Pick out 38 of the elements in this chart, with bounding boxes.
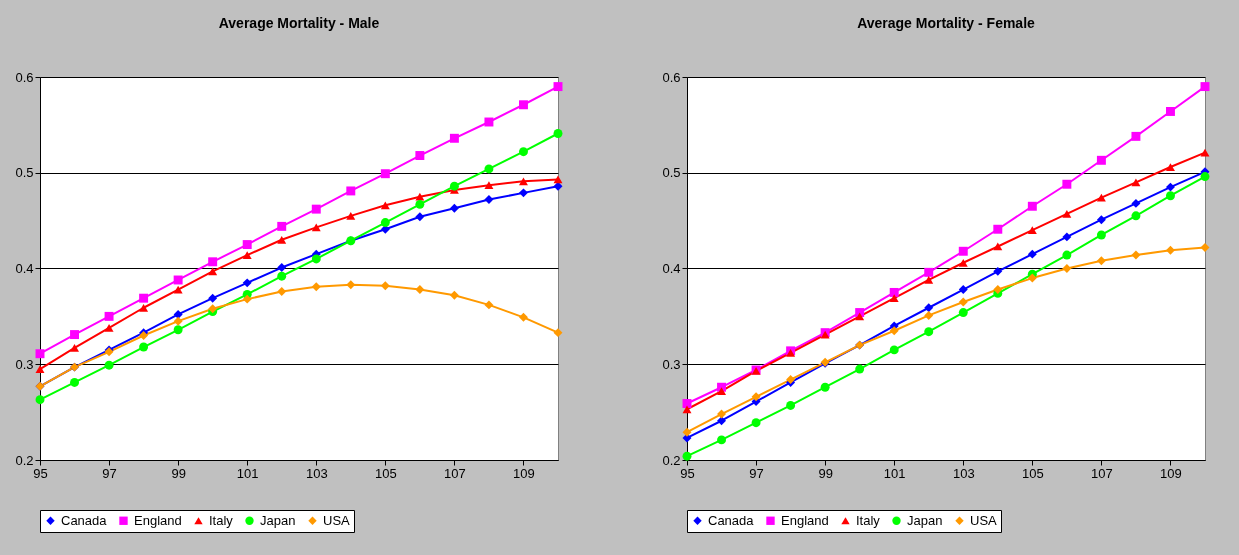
x-tick-label: 105 <box>374 465 397 481</box>
x-tick-label: 99 <box>171 465 186 481</box>
y-tick-label: 0.4 <box>662 261 681 276</box>
legend-label: USA <box>323 512 351 528</box>
legend-label: USA <box>970 512 998 528</box>
legend-label: Japan <box>907 512 943 528</box>
y-tick-label: 0.5 <box>662 165 681 181</box>
x-tick-label: 99 <box>818 465 833 481</box>
legend-label: Canada <box>708 512 755 528</box>
y-tick-label: 0.3 <box>15 356 34 372</box>
x-tick-label: 101 <box>883 465 906 481</box>
legend-label: Canada <box>61 512 108 528</box>
y-tick-label: 0.3 <box>662 356 681 372</box>
x-tick-label: 105 <box>1021 465 1044 481</box>
x-tick-label: 107 <box>444 465 466 481</box>
chart-title: Average Mortality - Male <box>218 15 380 31</box>
legend-label: Italy <box>856 512 881 528</box>
legend-label: England <box>134 512 182 528</box>
chart-title: Average Mortality - Female <box>857 15 1036 31</box>
y-tick-label: 0.5 <box>15 165 34 181</box>
x-tick-label: 101 <box>236 465 259 481</box>
y-tick-label: 0.6 <box>15 69 34 85</box>
legend-label: Italy <box>209 512 234 528</box>
y-tick-label: 0.6 <box>662 69 681 85</box>
y-tick-label: 0.2 <box>15 452 34 468</box>
y-tick-label: 0.4 <box>15 261 34 276</box>
x-tick-label: 109 <box>513 465 535 481</box>
legend-label: Japan <box>260 512 296 528</box>
x-tick-label: 97 <box>749 465 764 481</box>
x-tick-label: 107 <box>1091 465 1113 481</box>
x-tick-label: 109 <box>1160 465 1182 481</box>
legend-label: England <box>781 512 829 528</box>
x-tick-label: 95 <box>33 465 48 481</box>
x-tick-label: 103 <box>952 465 975 481</box>
x-tick-label: 103 <box>305 465 328 481</box>
y-tick-label: 0.2 <box>662 452 681 468</box>
x-tick-label: 97 <box>102 465 117 481</box>
x-tick-label: 95 <box>680 465 695 481</box>
